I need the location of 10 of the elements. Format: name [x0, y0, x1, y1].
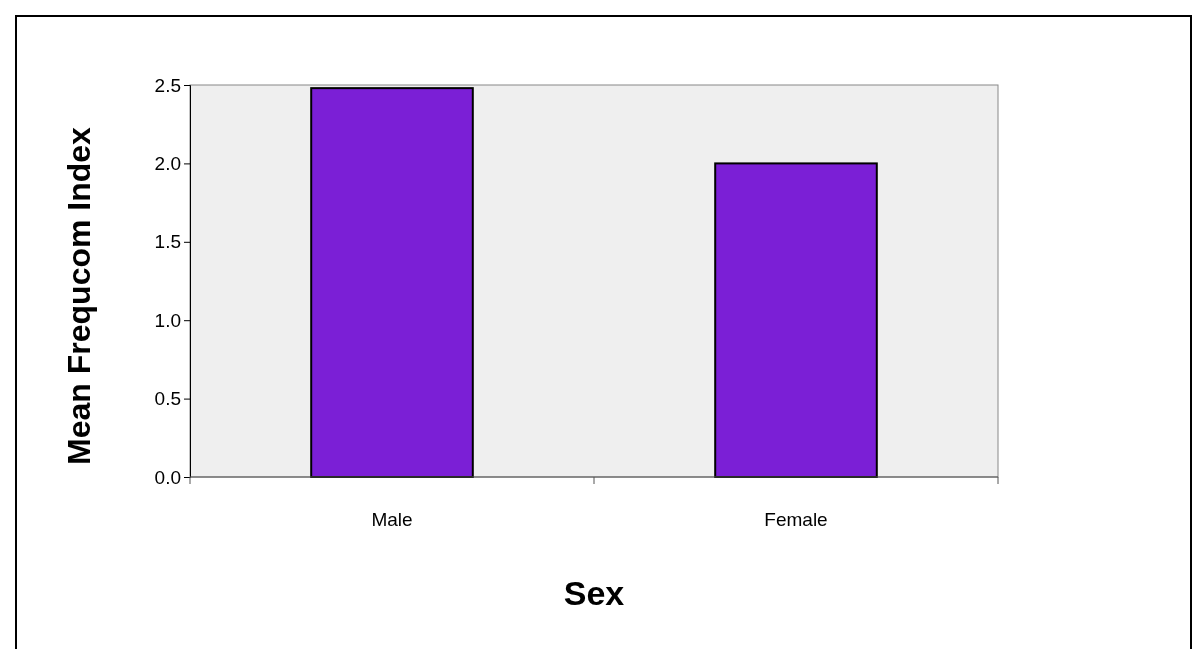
y-tick-label: 1.5: [154, 231, 181, 253]
y-axis-title: Mean Frequcom Index: [61, 126, 97, 465]
y-tick-label: 2.0: [154, 152, 181, 174]
x-tick-label: Female: [764, 509, 828, 531]
x-axis-title: Sex: [563, 574, 625, 612]
y-tick-label: 0.5: [154, 388, 181, 410]
y-tick-label: 0.0: [154, 466, 181, 488]
y-tick-label: 1.0: [154, 309, 181, 331]
y-tick-label: 2.5: [154, 74, 181, 96]
x-tick-label: Male: [371, 509, 413, 531]
